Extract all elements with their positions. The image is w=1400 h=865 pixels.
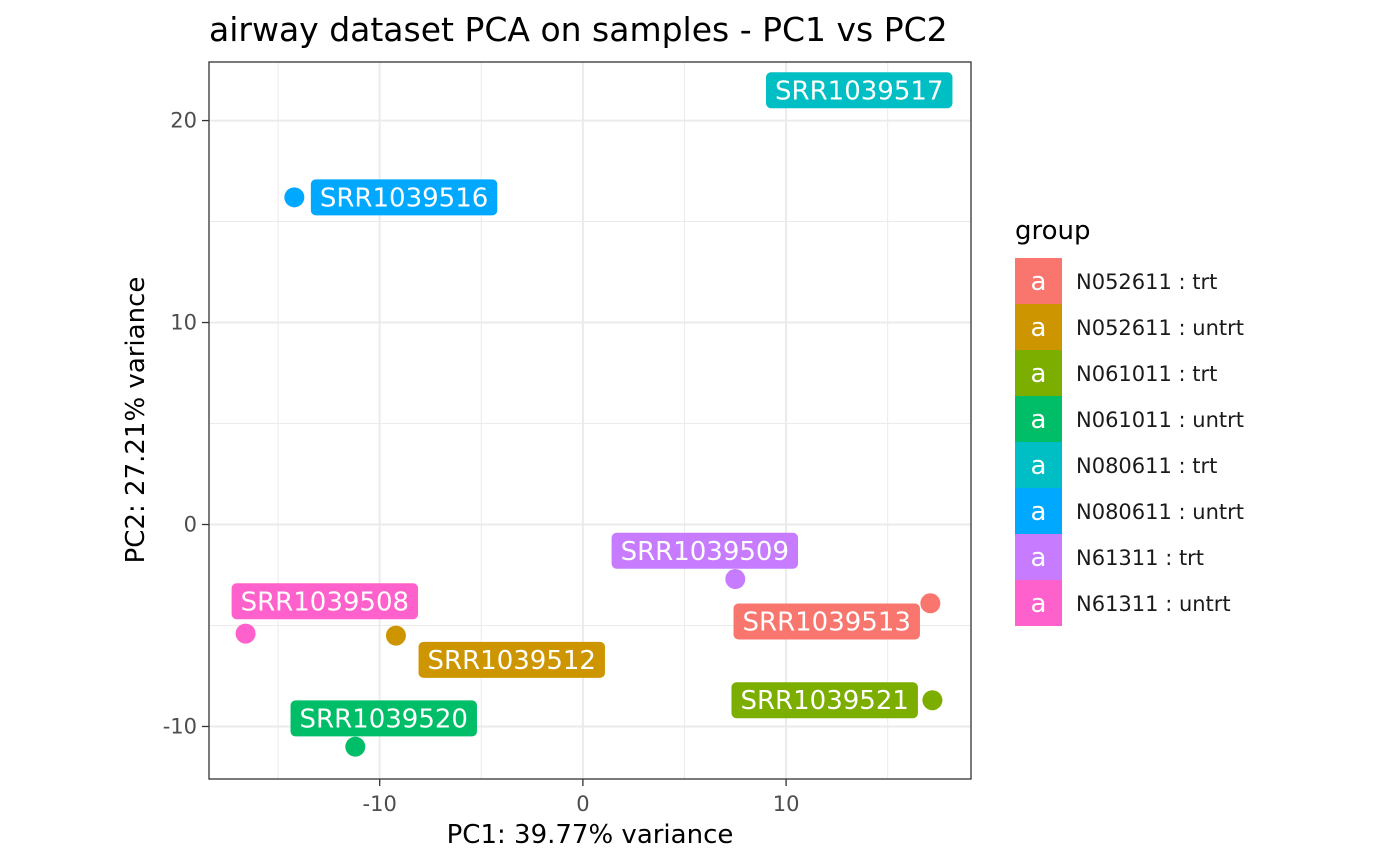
y-tick-label: 0 (184, 513, 197, 537)
y-axis-title: PC2: 27.21% variance (121, 277, 151, 564)
point-label-box (310, 179, 498, 216)
point-label-text: SRR1039520 (300, 704, 468, 734)
point-label: SRR1039508 (231, 583, 419, 620)
legend-key (1015, 304, 1062, 350)
point-label-box (290, 700, 477, 737)
x-tick-label: 10 (773, 792, 800, 816)
legend-label: N061011 : trt (1076, 362, 1217, 386)
legend-title: group (1015, 216, 1091, 246)
x-tick-label: 0 (576, 792, 589, 816)
legend-key (1015, 580, 1062, 626)
legend-item: a N61311 : untrt (1015, 580, 1231, 626)
legend-label: N052611 : trt (1076, 270, 1217, 294)
point-labels-layer: SRR1039508 SRR1039509 SRR1039512 SRR1039513… (231, 72, 953, 737)
point-label: SRR1039509 (611, 532, 799, 569)
legend-key-glyph: a (1031, 313, 1047, 343)
data-point (922, 690, 943, 711)
x-axis-ticks: -10 0 10 (363, 779, 800, 816)
data-point (385, 625, 406, 646)
data-point (284, 187, 305, 208)
legend: group a N052611 : trt a N052611 : untrt a N06… (1015, 216, 1244, 626)
legend-label: N061011 : untrt (1076, 408, 1244, 432)
y-axis-ticks: -10 0 10 20 (163, 109, 209, 738)
data-point (235, 623, 256, 644)
legend-key-glyph: a (1031, 497, 1047, 527)
legend-key-glyph: a (1031, 359, 1047, 389)
point-label: SRR1039521 (731, 682, 918, 719)
data-point (920, 593, 941, 614)
point-label: SRR1039512 (418, 641, 605, 678)
legend-key-glyph: a (1031, 451, 1047, 481)
legend-key (1015, 488, 1062, 534)
legend-key-glyph: a (1031, 267, 1047, 297)
point-label-box (766, 72, 953, 109)
legend-item: a N052611 : untrt (1015, 304, 1244, 350)
legend-key (1015, 534, 1062, 580)
legend-item: a N61311 : trt (1015, 534, 1204, 580)
point-label-text: SRR1039516 (320, 183, 488, 213)
y-tick-label: 10 (170, 311, 197, 335)
data-point (345, 736, 366, 757)
legend-key-glyph: a (1031, 405, 1047, 435)
legend-key (1015, 258, 1062, 304)
x-tick-label: -10 (363, 792, 397, 816)
legend-item: a N061011 : untrt (1015, 396, 1244, 442)
legend-key-glyph: a (1031, 543, 1047, 573)
point-label-text: SRR1039521 (740, 686, 908, 716)
point-label: SRR1039516 (310, 179, 498, 216)
point-label-text: SRR1039508 (241, 587, 409, 617)
point-label-box (418, 641, 605, 678)
legend-key-glyph: a (1031, 589, 1047, 619)
x-axis-title: PC1: 39.77% variance (447, 820, 734, 850)
y-tick-label: -10 (163, 714, 197, 738)
legend-label: N080611 : untrt (1076, 500, 1244, 524)
point-label-text: SRR1039509 (621, 537, 789, 567)
legend-item: a N061011 : trt (1015, 350, 1217, 396)
point-label-box (611, 532, 799, 569)
point-label: SRR1039513 (733, 603, 920, 640)
legend-label: N052611 : untrt (1076, 316, 1244, 340)
point-label: SRR1039517 (766, 72, 953, 109)
legend-item: a N080611 : untrt (1015, 488, 1244, 534)
chart-title: airway dataset PCA on samples - PC1 vs P… (209, 10, 948, 49)
point-label-text: SRR1039513 (743, 607, 911, 637)
legend-label: N080611 : trt (1076, 454, 1217, 478)
plot-panel-border (208, 61, 972, 780)
legend-key (1015, 350, 1062, 396)
legend-key (1015, 396, 1062, 442)
point-label-box (733, 603, 920, 640)
point-label: SRR1039520 (290, 700, 477, 737)
legend-label: N61311 : trt (1076, 546, 1204, 570)
y-tick-label: 20 (170, 109, 197, 133)
point-label-box (231, 583, 419, 620)
point-label-text: SRR1039512 (428, 646, 596, 676)
legend-key (1015, 442, 1062, 488)
point-label-text: SRR1039517 (775, 76, 943, 106)
legend-item: a N052611 : trt (1015, 258, 1217, 304)
point-label-box (731, 682, 918, 719)
legend-item: a N080611 : trt (1015, 442, 1217, 488)
legend-label: N61311 : untrt (1076, 592, 1231, 616)
data-point (725, 569, 746, 590)
